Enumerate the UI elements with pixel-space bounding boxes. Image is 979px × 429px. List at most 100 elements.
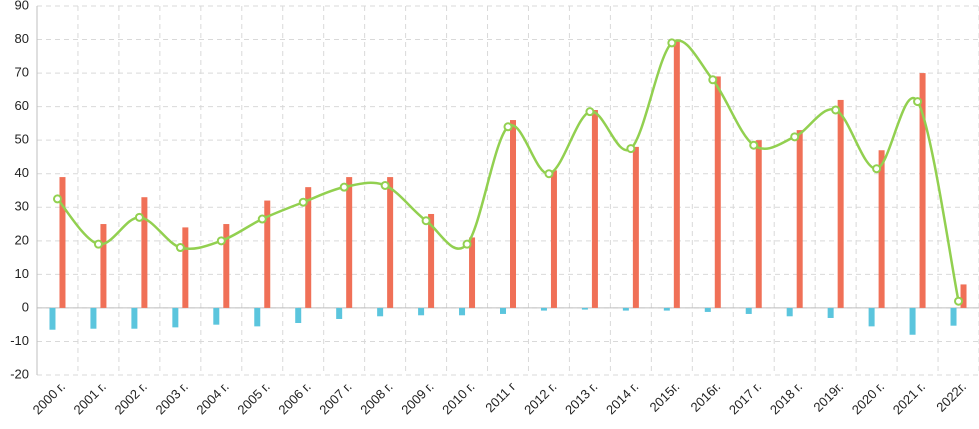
y-tick-label: 20 xyxy=(15,232,29,247)
line-marker xyxy=(954,296,964,306)
x-tick-label: 2002 г. xyxy=(112,379,150,417)
x-tick-label: 2003 г. xyxy=(152,379,190,417)
bar xyxy=(632,146,639,308)
bar xyxy=(550,170,557,308)
y-tick-label: -20 xyxy=(10,366,29,381)
bar xyxy=(172,307,179,328)
bar xyxy=(90,307,97,329)
line-marker xyxy=(544,169,554,179)
bar xyxy=(264,200,271,308)
x-tick-label: 2009 г. xyxy=(398,379,436,417)
x-tick-label: 2013 г. xyxy=(562,379,600,417)
line-marker xyxy=(667,38,677,48)
x-tick-label: 2000 г. xyxy=(30,379,68,417)
bar xyxy=(827,307,834,318)
bar xyxy=(745,307,752,314)
bar xyxy=(141,197,148,308)
line-marker xyxy=(585,107,595,117)
bar xyxy=(336,307,343,319)
x-tick-label: 2015г. xyxy=(647,379,683,415)
line-marker xyxy=(503,122,513,132)
line-marker xyxy=(216,236,226,246)
x-tick-label: 2014 г. xyxy=(603,379,641,417)
bar xyxy=(500,307,506,314)
y-tick-label: 10 xyxy=(15,266,29,281)
y-tick-label: 50 xyxy=(15,132,29,147)
bar xyxy=(786,307,793,317)
bar xyxy=(540,307,547,311)
bar xyxy=(295,307,302,324)
bar xyxy=(213,307,220,325)
y-tick-label: 0 xyxy=(22,299,29,314)
x-tick-label: 2010 г. xyxy=(439,379,477,417)
line-marker xyxy=(134,212,144,222)
bar xyxy=(59,177,66,308)
bar xyxy=(49,307,56,330)
y-tick-label: 60 xyxy=(15,98,29,113)
y-tick-label: 80 xyxy=(15,31,29,46)
x-tick-label: 2006 г. xyxy=(275,379,313,417)
bar xyxy=(305,187,312,308)
line-marker xyxy=(257,214,267,224)
line-marker xyxy=(708,75,718,85)
x-tick-label: 2008 г. xyxy=(357,379,395,417)
y-tick-label: 90 xyxy=(15,0,29,12)
bar xyxy=(346,177,353,308)
x-tick-label: 2017 г. xyxy=(726,379,764,417)
x-tick-label: 2018 г. xyxy=(767,379,805,417)
line-marker xyxy=(175,243,185,253)
bar xyxy=(868,307,875,327)
bar xyxy=(100,224,107,308)
bar xyxy=(878,150,885,308)
bar xyxy=(837,99,844,308)
bar xyxy=(909,307,916,335)
bar xyxy=(459,307,466,316)
bar xyxy=(950,307,957,326)
line-marker xyxy=(298,197,308,207)
x-tick-label: 2007 г. xyxy=(316,379,354,417)
line-marker xyxy=(872,164,882,174)
line-marker xyxy=(626,144,636,154)
bar xyxy=(428,213,435,308)
x-tick-label: 2020 г. xyxy=(849,379,887,417)
bar xyxy=(796,130,803,308)
x-tick-label: 2012 г. xyxy=(521,379,559,417)
bar xyxy=(223,224,230,308)
bar xyxy=(960,284,967,308)
line-marker xyxy=(831,105,841,115)
line-marker xyxy=(462,239,472,249)
line-marker xyxy=(790,132,800,142)
bar xyxy=(131,307,138,329)
bar xyxy=(510,120,516,308)
line-marker xyxy=(380,180,390,190)
bar xyxy=(673,39,680,308)
y-tick-label: -10 xyxy=(10,333,29,348)
x-tick-label: 2016г. xyxy=(687,379,723,415)
x-tick-label: 2004 г. xyxy=(193,379,231,417)
bar xyxy=(919,73,926,308)
bar xyxy=(622,307,629,311)
bar xyxy=(182,227,189,308)
y-tick-label: 70 xyxy=(15,65,29,80)
line-marker xyxy=(52,194,62,204)
bar xyxy=(418,307,425,316)
line-marker xyxy=(421,216,431,226)
bar xyxy=(704,307,711,312)
bar xyxy=(254,307,261,327)
bar xyxy=(387,177,394,308)
x-tick-label: 2005 г. xyxy=(234,379,272,417)
line-marker xyxy=(913,97,923,107)
x-tick-label: 2019г. xyxy=(810,379,846,415)
bar xyxy=(714,76,721,308)
y-tick-label: 30 xyxy=(15,199,29,214)
x-tick-label: 2001 г. xyxy=(71,379,109,417)
bar xyxy=(755,140,762,308)
x-tick-label: 2021 г. xyxy=(890,379,928,417)
line-marker xyxy=(749,140,759,150)
y-tick-label: 40 xyxy=(15,165,29,180)
line-marker xyxy=(93,239,103,249)
line xyxy=(56,39,960,302)
x-tick-label: 2011 г xyxy=(482,379,518,415)
bar xyxy=(591,109,598,308)
